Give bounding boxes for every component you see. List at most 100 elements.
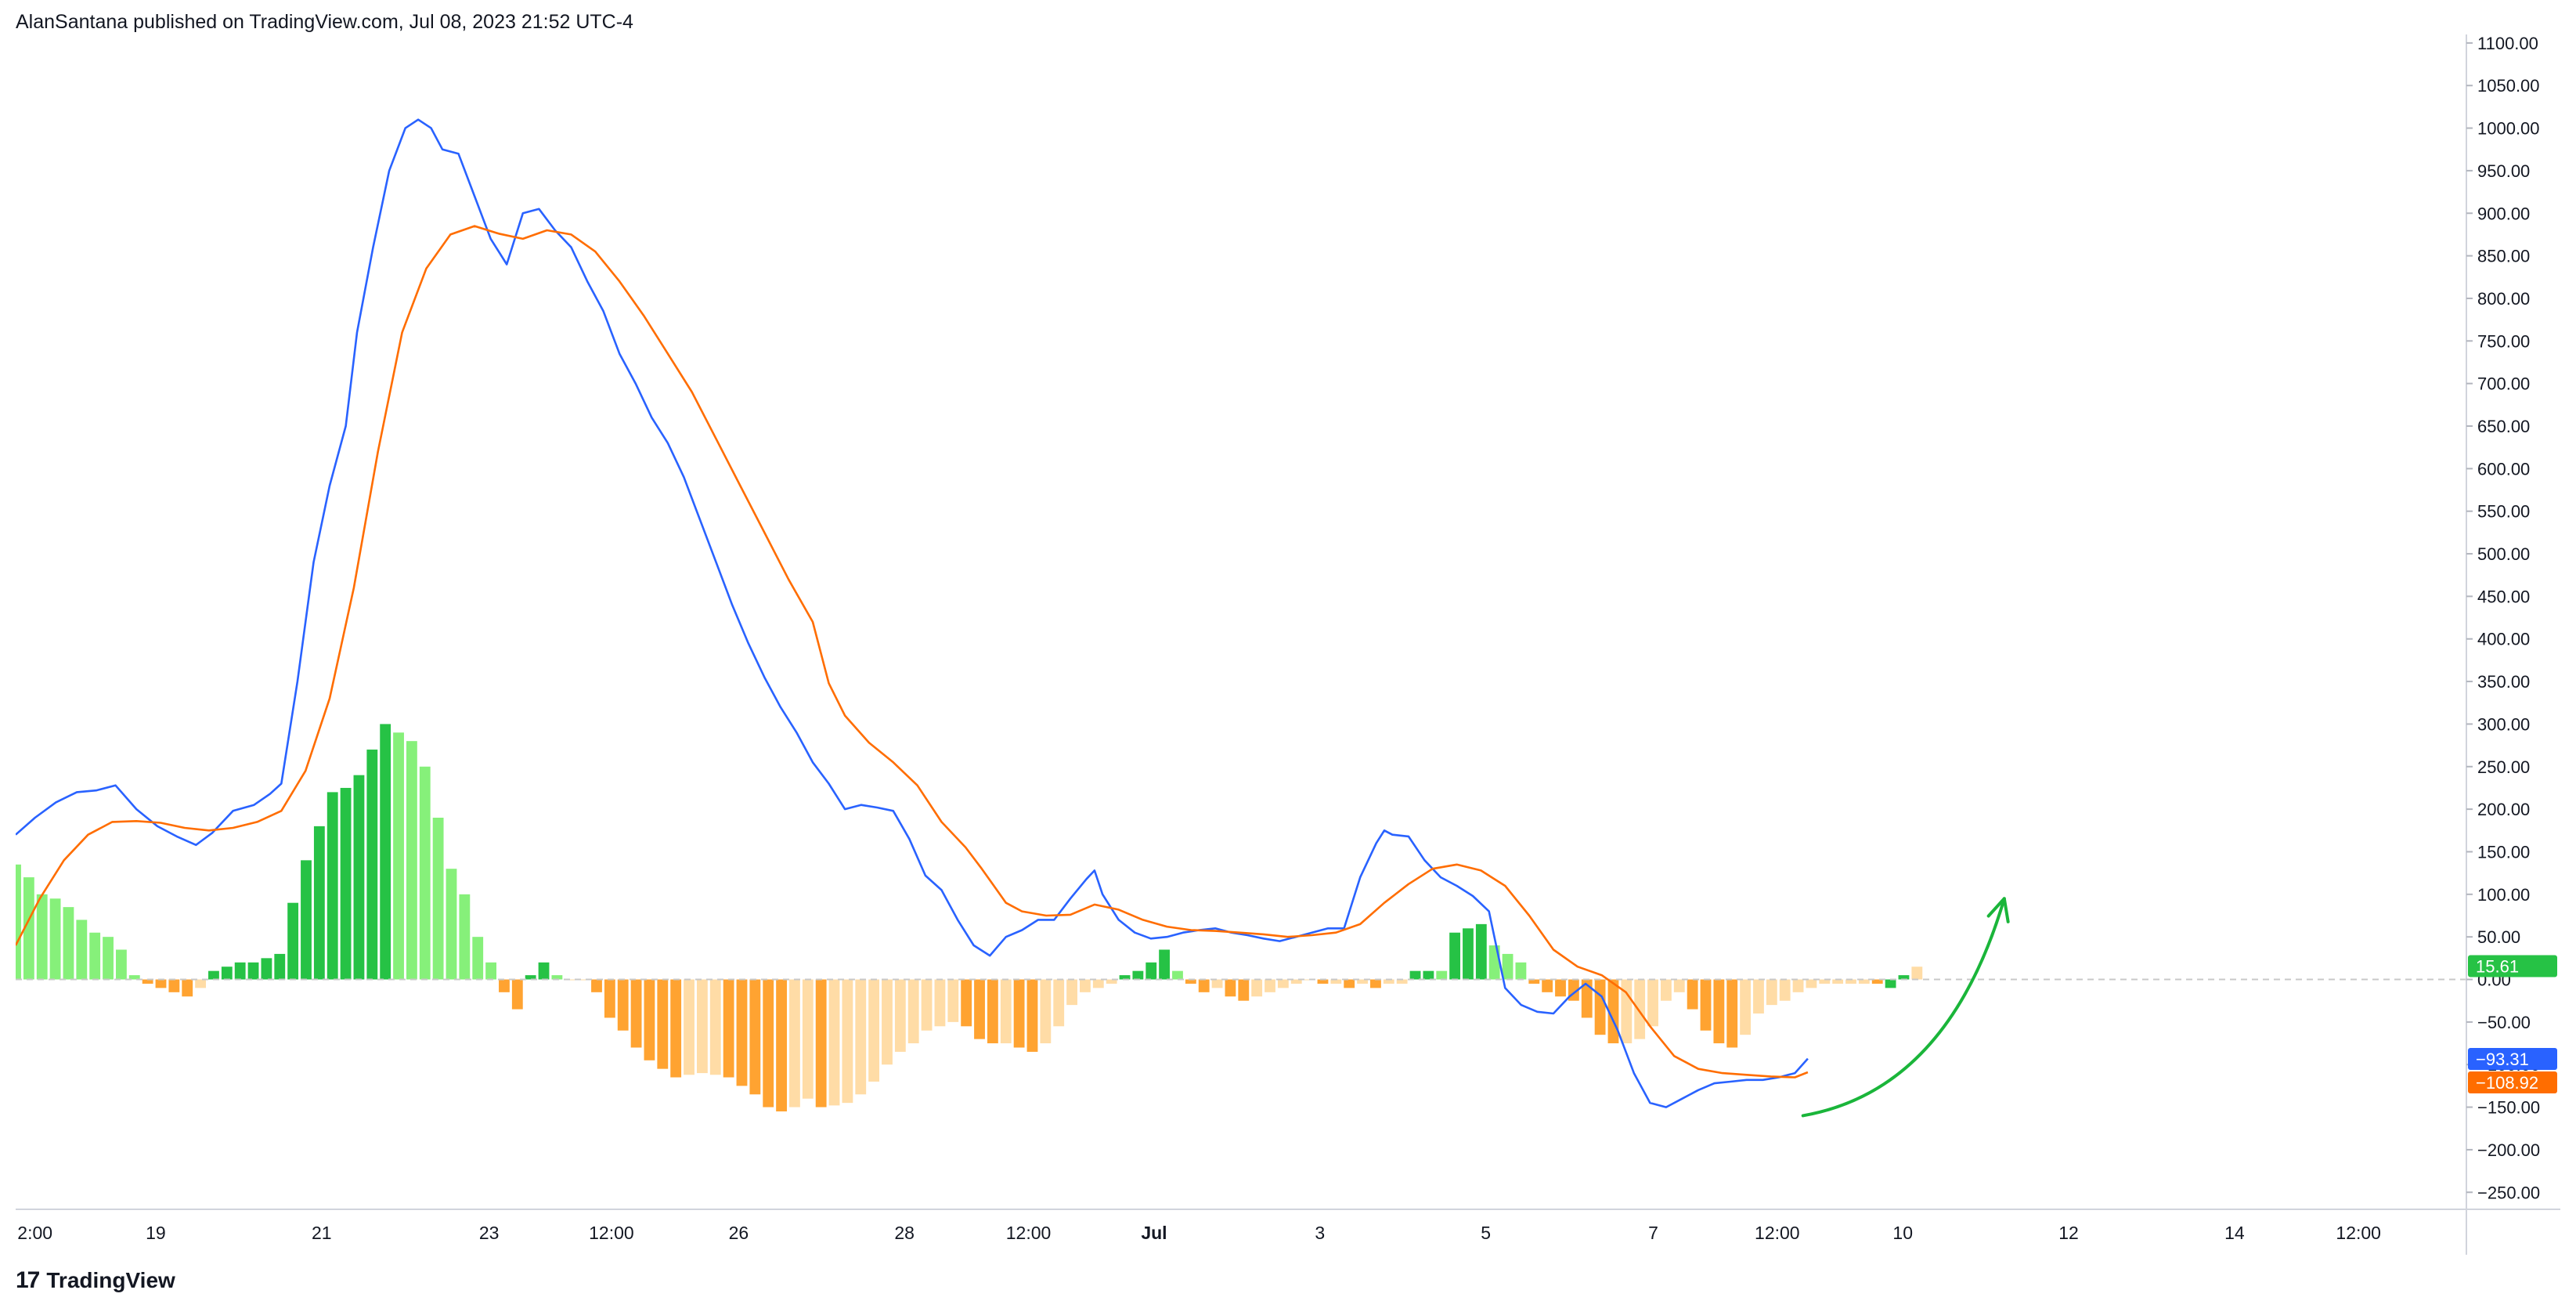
tradingview-footer[interactable]: 17 TradingView — [16, 1267, 175, 1294]
histogram-value-label: 15.61 — [2476, 957, 2519, 977]
histogram-bar — [115, 949, 127, 980]
price-axis[interactable]: 1100.00 1050.00 1000.00 950.00 900.00 850.00 8… — [2466, 34, 2540, 1202]
histogram-bar — [1145, 962, 1157, 980]
histogram-bar — [511, 979, 523, 1010]
histogram-bar — [565, 979, 576, 981]
histogram-bar — [221, 967, 233, 980]
histogram-bar — [868, 979, 880, 1082]
y-tick-label: 800.00 — [2477, 289, 2530, 309]
histogram-bar — [1475, 923, 1487, 980]
histogram-bar — [1871, 979, 1883, 984]
histogram-bar — [89, 932, 101, 980]
histogram-bar — [1092, 979, 1104, 988]
histogram-bar — [103, 937, 114, 980]
histogram-bar — [327, 792, 338, 980]
macd-value-tag — [2468, 1047, 2557, 1070]
histogram-bar — [301, 860, 312, 980]
histogram-bar — [947, 979, 959, 1022]
histogram-bar — [234, 962, 246, 980]
up-arrow-annotation — [1801, 897, 2010, 1118]
histogram-bar — [630, 979, 642, 1048]
histogram-bar — [1344, 979, 1355, 988]
histogram-bar — [247, 962, 259, 980]
x-tick-label: 12:00 — [589, 1223, 634, 1243]
histogram-bar — [789, 979, 800, 1107]
histogram-bar — [1449, 932, 1461, 980]
histogram-bar — [709, 979, 721, 1075]
histogram-bar — [1383, 979, 1394, 984]
histogram-bar — [1119, 975, 1131, 980]
y-tick-label: 50.00 — [2477, 927, 2520, 947]
x-tick-label: 12:00 — [2336, 1223, 2381, 1243]
tradingview-logo-icon: 17 — [16, 1267, 40, 1293]
histogram-bar — [1581, 979, 1593, 1018]
histogram-bar — [1211, 979, 1223, 988]
histogram-bar — [894, 979, 906, 1052]
histogram-bar — [1225, 979, 1236, 997]
histogram-bar — [313, 826, 325, 980]
chart-canvas[interactable]: 1100.001050.001000.00950.00900.00850.008… — [10, 34, 2560, 1255]
histogram-bar — [1753, 979, 1764, 1014]
histogram-bar — [1594, 979, 1606, 1035]
y-tick-label: 300.00 — [2477, 714, 2530, 734]
histogram-bar — [459, 894, 471, 980]
x-tick-label: 23 — [479, 1223, 500, 1243]
arrow-curve — [1801, 897, 2006, 1118]
histogram-bar — [1396, 979, 1408, 984]
y-tick-label: 450.00 — [2477, 587, 2530, 606]
histogram-bar — [1700, 979, 1712, 1031]
histogram-bar — [485, 962, 496, 980]
y-tick-label: 650.00 — [2477, 417, 2530, 436]
y-tick-label: 850.00 — [2477, 247, 2530, 266]
histogram-bar — [1898, 975, 1910, 980]
histogram-bar — [1053, 979, 1065, 1027]
time-axis[interactable]: 2:00 19 21 23 12:00 26 28 12:00 Jul 3 5 7 12:00 10 12 1… — [17, 1223, 2381, 1243]
histogram-bar — [538, 962, 550, 980]
macd-chart[interactable]: 1100.00 1050.00 1000.00 950.00 900.00 850.00 8… — [10, 34, 2560, 1255]
histogram-bar — [274, 953, 286, 980]
signal-line — [14, 225, 1809, 1079]
x-tick-label: 14 — [2224, 1223, 2245, 1243]
histogram-bar — [1013, 979, 1025, 1048]
x-tick-label: 5 — [1481, 1223, 1491, 1243]
histogram-bar — [749, 979, 761, 1095]
histogram-bar — [1423, 970, 1434, 980]
y-tick-label: −250.00 — [2477, 1183, 2540, 1202]
histogram-bar — [393, 732, 404, 980]
histogram-bar — [987, 979, 998, 1044]
histogram-bar — [1159, 949, 1171, 980]
histogram-bar — [76, 920, 88, 980]
histogram-bar — [802, 979, 814, 1099]
x-tick-label: 19 — [146, 1223, 166, 1243]
histogram-bar — [842, 979, 853, 1104]
signal-value-tag — [2468, 1071, 2557, 1093]
histogram-bar — [1687, 979, 1698, 1010]
histogram-bar — [1265, 979, 1275, 992]
x-tick-label: 12 — [2058, 1223, 2079, 1243]
histogram-bar — [1290, 979, 1302, 984]
publish-info: AlanSantana published on TradingView.com… — [16, 11, 633, 33]
x-tick-label: 21 — [312, 1223, 332, 1243]
macd-line — [15, 118, 1809, 1108]
x-tick-label: 7 — [1648, 1223, 1658, 1243]
histogram-bar — [10, 864, 21, 980]
histogram-bar — [1080, 979, 1091, 992]
x-tick-label: Jul — [1141, 1223, 1167, 1243]
histogram-bar — [1845, 979, 1856, 984]
histogram-bar — [736, 979, 748, 1086]
histogram-bar — [1713, 979, 1725, 1044]
y-tick-label: −50.00 — [2477, 1013, 2531, 1032]
histogram-bar — [1370, 979, 1381, 988]
histogram-bar — [168, 979, 180, 992]
histogram-bar — [855, 979, 867, 1095]
histogram-bar — [657, 979, 669, 1069]
histogram-bar — [684, 979, 695, 1075]
x-tick-label: 12:00 — [1755, 1223, 1800, 1243]
histogram-bar — [261, 958, 272, 980]
histogram-bar — [195, 979, 207, 988]
signal-value-label: −108.92 — [2476, 1073, 2538, 1093]
histogram-bar — [1066, 979, 1077, 1006]
histogram-bar — [128, 975, 140, 980]
x-tick-label: 26 — [729, 1223, 749, 1243]
histogram-bar — [340, 787, 352, 980]
